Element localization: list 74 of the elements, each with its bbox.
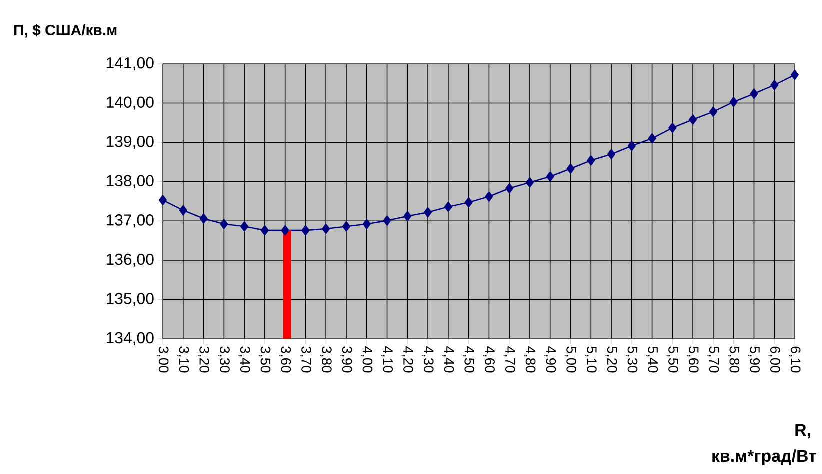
point	[628, 140, 636, 152]
x-tick-label: 5,10	[585, 346, 597, 373]
x-tick-label: 6,10	[789, 346, 801, 373]
point	[342, 221, 351, 232]
point	[668, 122, 677, 134]
x-tick-label: 4,90	[544, 346, 556, 373]
x-tick-label: 3,40	[238, 346, 250, 373]
point	[179, 205, 188, 216]
point	[648, 133, 656, 144]
point	[404, 211, 412, 222]
x-tick-label: 5,30	[626, 346, 638, 373]
point	[281, 225, 290, 236]
x-tick-label: 5,80	[728, 346, 740, 373]
x-tick-label: 3,90	[340, 346, 352, 373]
x-tick-label: 5,20	[606, 346, 618, 373]
x-tick-label: 4,20	[402, 346, 414, 373]
point	[322, 224, 330, 234]
point	[546, 172, 554, 182]
y-tick-label: 138,00	[106, 175, 154, 188]
point	[770, 80, 779, 90]
x-tick-label: 4,00	[361, 346, 373, 373]
point	[750, 88, 758, 99]
point	[424, 207, 432, 218]
x-tick-label: 3,70	[300, 346, 312, 373]
x-tick-label: 4,80	[524, 346, 536, 373]
x-tick-label: 5,60	[687, 346, 699, 373]
x-tick-label: 4,30	[422, 346, 434, 373]
x-tick-label: 4,40	[442, 346, 454, 373]
x-tick-label: 5,00	[564, 346, 577, 373]
x-tick-label: 5,90	[748, 346, 760, 373]
x-tick-label: 3,00	[157, 346, 169, 373]
point	[526, 177, 534, 188]
point	[790, 70, 800, 80]
point	[607, 149, 616, 160]
x-tick-label: 4,50	[463, 346, 475, 373]
point	[240, 221, 249, 232]
x-tick-label: 3,30	[218, 346, 230, 373]
point	[302, 225, 310, 236]
y-axis-title: П, $ США/кв.м	[14, 24, 117, 38]
point	[444, 202, 452, 212]
x-tick-label: 5,70	[708, 346, 720, 373]
x-tick-label: 3,60	[280, 346, 292, 373]
y-tick-label: 135,00	[106, 293, 154, 306]
x-tick-label: 4,10	[382, 346, 394, 373]
y-tick-label: 141,00	[106, 57, 154, 71]
y-tick-label: 139,00	[106, 136, 154, 150]
x-tick-label: 5,50	[666, 346, 678, 373]
y-tick-label: 140,00	[106, 96, 154, 110]
point	[485, 192, 494, 202]
point	[383, 216, 392, 226]
x-tick-label: 3,50	[259, 346, 271, 373]
point	[260, 225, 269, 236]
x-tick-label: 3,10	[178, 346, 190, 373]
point	[730, 96, 738, 108]
point	[158, 195, 168, 206]
point	[220, 219, 228, 230]
y-tick-label: 134,00	[106, 332, 154, 346]
x-tick-label: 5,40	[646, 346, 658, 373]
x-axis-title: R, кв.м*град/Вт	[712, 424, 816, 466]
point	[506, 183, 514, 194]
x-tick-label: 3,20	[198, 346, 210, 373]
x-tick-label: 4,60	[483, 346, 495, 373]
point	[709, 106, 718, 118]
point	[362, 219, 371, 230]
x-tick-label: 6,00	[768, 346, 780, 373]
point	[200, 214, 208, 224]
point	[464, 198, 473, 208]
y-tick-label: 137,00	[106, 214, 154, 228]
x-tick-label: 3,80	[320, 346, 332, 373]
point	[689, 114, 698, 125]
point	[566, 164, 575, 174]
y-tick-label: 136,00	[106, 254, 154, 267]
point	[587, 155, 596, 166]
x-tick-label: 4,70	[504, 346, 516, 373]
